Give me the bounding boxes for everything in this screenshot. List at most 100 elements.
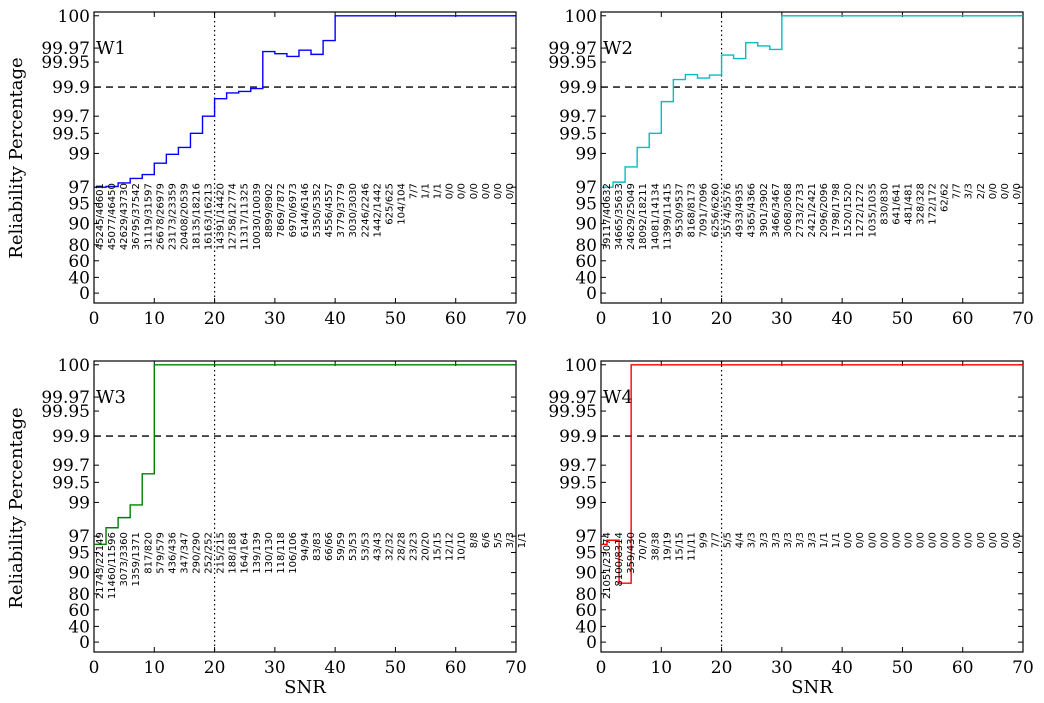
x-tick-label: 60 (952, 309, 974, 329)
xlabel-right: SNR (791, 677, 833, 698)
x-tick-label: 70 (1012, 309, 1034, 329)
y-tick-label: 97 (575, 527, 597, 547)
count-label: 15/15 (674, 532, 685, 561)
count-label: 1/1 (421, 183, 432, 199)
y-tick-label: 90 (68, 215, 90, 235)
count-label: 0/0 (1000, 183, 1011, 199)
x-tick-label: 20 (711, 658, 733, 678)
count-label: 23173/23359 (167, 183, 178, 250)
count-label: 8168/8173 (686, 183, 697, 237)
count-label: 172/172 (928, 183, 939, 225)
y-tick-label: 99.97 (548, 39, 597, 59)
count-label: 0/0 (457, 183, 468, 199)
plot-frame (600, 360, 1024, 653)
y-tick-label: 80 (68, 236, 90, 256)
count-label: 188/188 (228, 532, 239, 574)
y-tick-label: 99.95 (548, 402, 597, 422)
x-tick-label: 60 (952, 658, 974, 678)
reliability-step-line (94, 15, 516, 188)
x-tick-label: 0 (89, 658, 100, 678)
y-tick-label: 80 (575, 236, 597, 256)
count-label: 53/53 (348, 532, 359, 561)
y-tick-label: 99.5 (559, 124, 597, 144)
y-tick-label: 60 (575, 252, 597, 272)
y-tick-label: 80 (68, 585, 90, 605)
y-tick-label: 99.97 (41, 39, 90, 59)
count-label: 290/290 (191, 532, 202, 574)
count-label: 0/0 (928, 532, 939, 548)
count-label: 3/3 (759, 532, 770, 548)
count-label: 0/0 (445, 183, 456, 199)
y-tick-label: 99.95 (41, 402, 90, 422)
count-label: 0/0 (988, 532, 999, 548)
y-tick-label: 97 (68, 178, 90, 198)
count-label: 0/0 (903, 532, 914, 548)
count-label: 0/0 (1000, 532, 1011, 548)
y-tick-label: 99.5 (52, 473, 90, 493)
count-label: 359/430 (626, 532, 637, 574)
count-label: 7091/7096 (698, 183, 709, 237)
count-label: 3901/3902 (759, 183, 770, 237)
y-tick-label: 99.9 (559, 78, 597, 98)
count-label: 28/28 (396, 532, 407, 561)
count-label: 4556/4557 (324, 183, 335, 237)
y-tick-label: 40 (575, 617, 597, 637)
panel-2: 0 10 20 30 40 50 60 7004060809095979999.599.799… (548, 7, 1033, 329)
y-tick-label: 99.9 (52, 78, 90, 98)
count-label: 0/0 (916, 532, 927, 548)
count-label: 4/4 (735, 532, 746, 548)
count-label: 118/118 (276, 532, 287, 574)
count-label: 4365/4366 (747, 183, 758, 237)
count-label: 0/0 (481, 183, 492, 199)
count-label: 0/0 (1012, 183, 1023, 199)
y-tick-label: 90 (68, 564, 90, 584)
count-label: 83/83 (312, 532, 323, 561)
x-tick-label: 40 (324, 309, 346, 329)
count-label: 9/9 (698, 532, 709, 548)
count-label: 3/3 (795, 532, 806, 548)
count-label: 11317/11325 (240, 183, 251, 250)
y-tick-label: 97 (575, 178, 597, 198)
y-tick-label: 100 (565, 356, 597, 376)
count-label: 0/0 (940, 532, 951, 548)
count-label: 34665/35633 (614, 183, 625, 250)
count-label: 11460/11596 (107, 532, 118, 599)
count-label: 43/43 (372, 532, 383, 561)
y-tick-label: 0 (586, 284, 597, 304)
x-tick-label: 50 (385, 309, 407, 329)
plot-frame (93, 11, 517, 304)
count-label: 3/3 (505, 532, 516, 548)
panel-title: W2 (603, 38, 633, 59)
count-label: 4933/4935 (735, 183, 746, 237)
y-tick-label: 95 (575, 543, 597, 563)
count-label: 53/53 (360, 532, 371, 561)
y-tick-label: 0 (586, 633, 597, 653)
count-label: 2421/2421 (807, 183, 818, 237)
count-label: 328/328 (916, 183, 927, 225)
count-label: 1/1 (433, 183, 444, 199)
count-label: 6256/6260 (711, 183, 722, 237)
count-label: 26678/26979 (155, 183, 166, 250)
count-label: 20/20 (421, 532, 432, 561)
count-label: 38/38 (650, 532, 661, 561)
x-tick-label: 30 (771, 309, 793, 329)
count-label: 0/0 (843, 532, 854, 548)
count-label: 3030/3030 (348, 183, 359, 237)
count-label: 130/130 (264, 532, 275, 574)
count-label: 14081/14134 (650, 183, 661, 250)
count-label: 1/1 (819, 532, 830, 548)
plot-frame (93, 360, 517, 653)
count-label: 10/10 (457, 532, 468, 561)
panel-title: W1 (96, 38, 126, 59)
y-tick-label: 40 (68, 268, 90, 288)
count-label: 5574/5576 (723, 183, 734, 237)
reliability-step-line (94, 364, 516, 546)
y-tick-label: 97 (68, 527, 90, 547)
count-label: 252/252 (204, 532, 215, 574)
y-tick-label: 99 (575, 144, 597, 164)
count-label: 104/104 (396, 183, 407, 225)
count-label: 14391/14420 (216, 183, 227, 250)
count-label: 5350/5352 (312, 183, 323, 237)
count-label: 7/7 (409, 183, 420, 199)
y-tick-label: 0 (79, 284, 90, 304)
